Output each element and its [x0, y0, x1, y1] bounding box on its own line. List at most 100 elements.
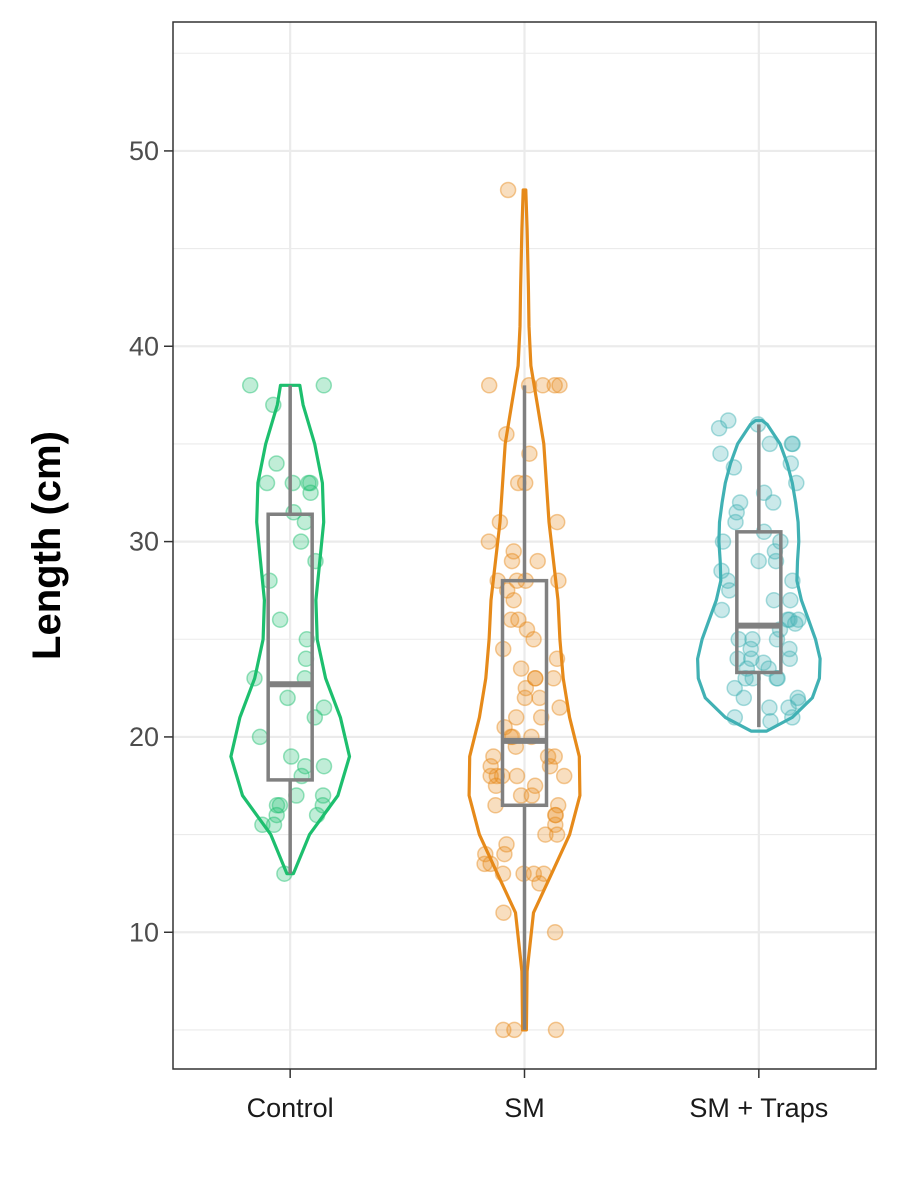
data-point: [498, 836, 515, 853]
data-point: [302, 484, 319, 502]
data-point: [721, 582, 738, 599]
y-axis: 10 20 30 40 50: [129, 136, 173, 947]
data-point: [782, 455, 800, 472]
y-axis-title: Length (cm): [25, 431, 69, 660]
data-point: [547, 816, 564, 834]
data-point: [550, 572, 567, 589]
data-point: [505, 543, 522, 560]
data-point: [526, 670, 544, 687]
x-tick-label: SM: [504, 1093, 545, 1123]
jitter-points: [241, 181, 807, 1039]
data-point: [315, 377, 333, 394]
data-point: [546, 924, 564, 941]
data-point: [258, 474, 276, 492]
data-point: [761, 435, 779, 453]
data-point: [714, 533, 732, 550]
data-point: [537, 826, 554, 843]
x-tick-label: Control: [247, 1093, 334, 1123]
data-point: [271, 611, 289, 628]
data-point: [548, 513, 566, 531]
data-point: [788, 474, 805, 492]
boxplot-layer: [266, 385, 783, 1030]
data-point: [529, 552, 546, 570]
data-point: [502, 611, 520, 628]
data-point: [268, 455, 285, 472]
y-tick-label: 30: [129, 527, 159, 557]
data-point: [547, 806, 564, 824]
data-point: [726, 709, 744, 726]
data-point: [534, 377, 552, 394]
data-point: [790, 611, 807, 628]
data-point: [726, 679, 743, 697]
data-point: [784, 709, 801, 726]
data-point: [494, 865, 512, 882]
data-point: [314, 797, 332, 814]
y-tick-label: 20: [129, 722, 159, 752]
data-point: [546, 377, 563, 394]
data-point: [523, 787, 541, 804]
data-point: [731, 494, 749, 511]
data-point: [555, 767, 573, 785]
data-point: [499, 181, 517, 199]
violin-sm: [467, 188, 582, 1032]
data-point: [742, 650, 760, 668]
x-tick-label: SM + Traps: [689, 1093, 828, 1123]
data-point: [551, 377, 568, 394]
data-point: [755, 654, 772, 671]
data-point: [547, 1021, 565, 1039]
data-point: [549, 797, 567, 814]
box-iqr: [735, 530, 783, 675]
data-point: [308, 806, 326, 824]
data-point: [495, 1021, 512, 1039]
data-point: [725, 459, 743, 476]
data-point: [720, 412, 737, 429]
data-point: [526, 777, 544, 795]
data-point: [713, 562, 730, 580]
data-point: [482, 855, 499, 873]
data-point: [246, 670, 263, 687]
y-tick-label: 40: [129, 331, 159, 361]
data-point: [512, 660, 530, 677]
data-point: [516, 689, 534, 707]
data-point: [292, 533, 310, 550]
data-point: [780, 699, 797, 716]
data-point: [265, 816, 283, 834]
data-point: [480, 377, 498, 394]
data-point: [268, 806, 285, 824]
data-point: [296, 513, 314, 531]
data-point: [547, 806, 564, 824]
data-point: [254, 816, 271, 834]
data-point: [735, 689, 753, 707]
data-point: [710, 420, 728, 437]
data-point: [531, 875, 548, 892]
data-point: [268, 797, 286, 814]
data-point: [476, 855, 493, 873]
data-point: [508, 767, 526, 785]
data-point: [482, 767, 499, 785]
data-point: [302, 474, 319, 492]
data-point: [480, 533, 498, 550]
violin-layer: [229, 188, 822, 1032]
data-point: [279, 689, 296, 707]
data-point: [762, 713, 779, 730]
data-point: [284, 474, 302, 492]
data-point: [306, 709, 324, 726]
data-point: [784, 572, 801, 589]
box-iqr: [500, 578, 549, 808]
data-point: [488, 767, 506, 785]
data-point: [527, 670, 544, 687]
data-point: [764, 494, 782, 511]
data-point: [300, 474, 317, 492]
data-point: [535, 865, 553, 882]
data-point: [789, 689, 806, 707]
data-point: [525, 631, 542, 648]
data-point: [314, 787, 332, 804]
data-point: [307, 552, 324, 570]
data-point: [728, 504, 745, 521]
data-point: [551, 699, 568, 716]
data-point: [510, 611, 527, 628]
data-point: [512, 787, 530, 804]
data-point: [790, 693, 807, 711]
data-point: [265, 396, 282, 414]
